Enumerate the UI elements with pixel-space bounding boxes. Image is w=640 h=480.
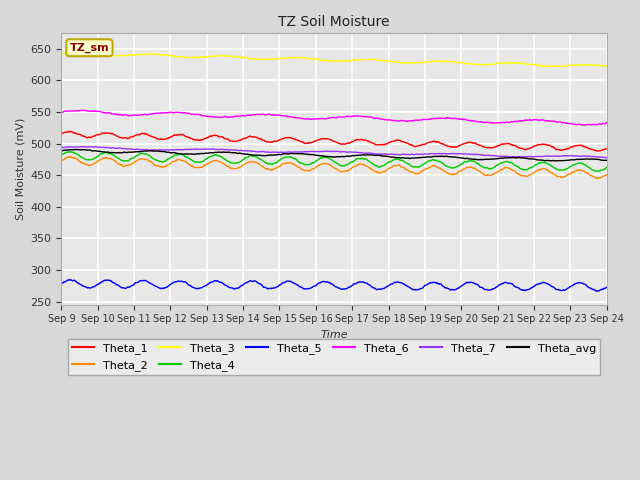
Theta_6 [580, 122, 588, 128]
Theta_3 [166, 53, 173, 59]
Line: Theta_avg: Theta_avg [61, 149, 607, 161]
Theta_2 [490, 171, 498, 177]
Theta_5 [490, 286, 498, 291]
Theta_5 [166, 282, 173, 288]
Theta_3 [67, 49, 75, 55]
Theta_7 [166, 147, 173, 153]
Theta_5 [240, 281, 248, 287]
Theta_7 [58, 144, 65, 150]
Theta_3 [58, 51, 65, 57]
Theta_2 [603, 172, 611, 178]
Theta_1 [538, 142, 546, 147]
Theta_1 [240, 135, 248, 141]
Theta_1 [490, 144, 498, 150]
Theta_3 [179, 55, 187, 60]
Theta_2 [595, 176, 602, 181]
Line: Theta_2: Theta_2 [61, 156, 607, 179]
Theta_3 [557, 63, 565, 69]
Theta_4 [603, 164, 611, 170]
Legend: Theta_1, Theta_2, Theta_3, Theta_4, Theta_5, Theta_6, Theta_7, Theta_avg: Theta_1, Theta_2, Theta_3, Theta_4, Thet… [68, 339, 600, 375]
X-axis label: Time: Time [320, 330, 348, 340]
Theta_7 [240, 148, 248, 154]
Theta_6 [603, 120, 611, 125]
Theta_7 [490, 153, 498, 158]
Theta_7 [538, 154, 546, 159]
Line: Theta_3: Theta_3 [61, 52, 607, 66]
Theta_6 [166, 110, 173, 116]
Theta_2 [419, 168, 427, 174]
Theta_4 [65, 149, 73, 155]
Theta_avg [58, 148, 65, 154]
Theta_1 [603, 145, 611, 151]
Theta_6 [58, 109, 65, 115]
Theta_avg [166, 150, 173, 156]
Theta_5 [58, 280, 65, 286]
Theta_3 [603, 63, 611, 69]
Theta_5 [538, 280, 546, 286]
Line: Theta_7: Theta_7 [61, 146, 607, 158]
Theta_3 [538, 63, 546, 69]
Theta_6 [490, 120, 498, 126]
Theta_4 [240, 156, 248, 162]
Theta_1 [179, 132, 187, 138]
Theta_1 [65, 128, 73, 134]
Theta_5 [179, 279, 187, 285]
Theta_2 [538, 166, 546, 171]
Theta_4 [58, 152, 65, 157]
Theta_5 [419, 285, 427, 291]
Theta_1 [419, 142, 427, 147]
Theta_2 [166, 161, 173, 167]
Theta_4 [166, 155, 173, 161]
Theta_5 [67, 276, 74, 282]
Theta_4 [593, 168, 600, 174]
Theta_avg [240, 151, 248, 157]
Theta_5 [593, 288, 600, 294]
Theta_4 [179, 152, 187, 158]
Y-axis label: Soil Moisture (mV): Soil Moisture (mV) [15, 118, 25, 220]
Theta_avg [490, 156, 498, 162]
Theta_7 [92, 144, 99, 149]
Theta_avg [419, 155, 427, 160]
Line: Theta_5: Theta_5 [61, 279, 607, 291]
Theta_5 [603, 285, 611, 290]
Theta_7 [603, 155, 611, 161]
Theta_1 [166, 135, 173, 141]
Theta_avg [538, 157, 546, 163]
Theta_avg [603, 157, 611, 163]
Theta_1 [593, 148, 601, 154]
Theta_7 [419, 151, 427, 157]
Title: TZ Soil Moisture: TZ Soil Moisture [278, 15, 390, 29]
Theta_2 [240, 162, 248, 168]
Text: TZ_sm: TZ_sm [70, 43, 109, 53]
Theta_6 [538, 117, 546, 122]
Line: Theta_6: Theta_6 [61, 110, 607, 125]
Theta_4 [538, 159, 546, 165]
Theta_avg [179, 151, 187, 157]
Theta_4 [490, 165, 498, 170]
Line: Theta_4: Theta_4 [61, 152, 607, 171]
Theta_1 [58, 131, 65, 137]
Theta_2 [65, 154, 73, 159]
Theta_3 [240, 55, 248, 60]
Theta_6 [79, 108, 87, 113]
Theta_2 [58, 158, 65, 164]
Theta_2 [179, 158, 187, 164]
Line: Theta_1: Theta_1 [61, 131, 607, 151]
Theta_3 [419, 59, 427, 65]
Theta_3 [490, 61, 498, 67]
Theta_7 [179, 147, 187, 153]
Theta_avg [72, 146, 79, 152]
Theta_6 [419, 117, 427, 122]
Theta_6 [179, 110, 187, 116]
Theta_avg [552, 158, 559, 164]
Theta_4 [419, 162, 427, 168]
Theta_6 [240, 113, 248, 119]
